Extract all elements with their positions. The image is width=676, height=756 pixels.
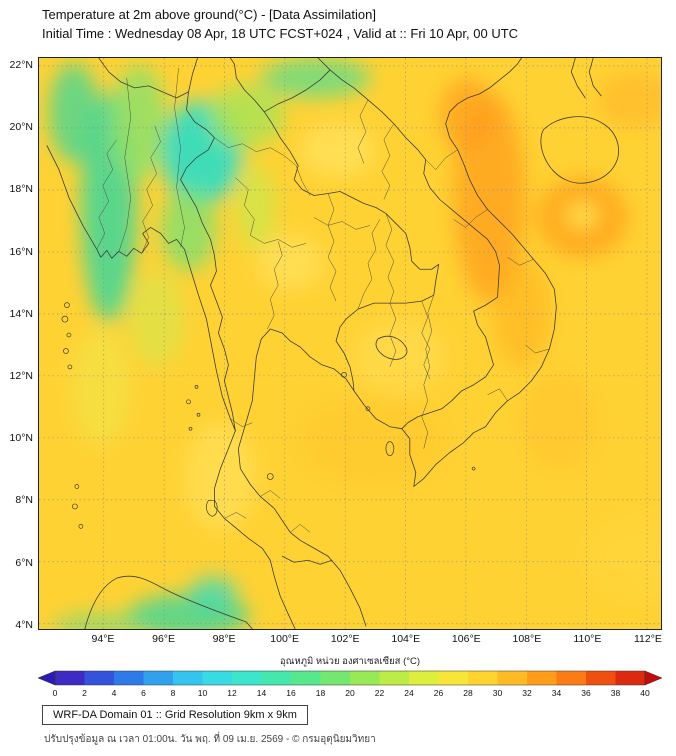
colorbar-tick-label: 10 bbox=[197, 688, 208, 698]
map-plot bbox=[38, 57, 662, 630]
province-borders bbox=[96, 67, 550, 533]
lon-tick-label: 100°E bbox=[270, 633, 300, 645]
country-borders bbox=[46, 58, 619, 629]
colorbar-tick-label: 14 bbox=[256, 688, 267, 698]
grid-lines bbox=[39, 58, 661, 629]
border-thailand-myanmar bbox=[180, 58, 236, 432]
temperature-field bbox=[48, 58, 661, 629]
colorbar-tick-label: 32 bbox=[522, 688, 532, 698]
colorbar-tick-label: 4 bbox=[111, 688, 117, 698]
lon-tick-label: 110°E bbox=[573, 633, 602, 645]
colorbar-tick-label: 0 bbox=[52, 688, 58, 698]
phuket-island bbox=[206, 500, 218, 517]
colorbar-tick-label: 24 bbox=[404, 688, 414, 698]
phu-quoc-island bbox=[385, 441, 395, 456]
lat-tick-label: 10°N bbox=[9, 432, 33, 445]
border-china-north bbox=[98, 58, 331, 113]
colorbar-tick-label: 26 bbox=[433, 688, 444, 698]
coastline-leizhou bbox=[570, 58, 602, 99]
lon-tick-label: 106°E bbox=[451, 633, 481, 645]
lat-tick-label: 8°N bbox=[15, 494, 33, 507]
colorbar-label: อุณหภูมิ หน่วย องศาเซลเซียส (°C) bbox=[279, 656, 421, 667]
lon-axis: 94°E 96°E 98°E 100°E 102°E 104°E 106°E 108°E 110… bbox=[38, 633, 662, 647]
lat-tick-label: 20°N bbox=[9, 121, 33, 134]
lat-tick-label: 4°N bbox=[15, 618, 33, 631]
colorbar-tick-label: 36 bbox=[581, 688, 591, 698]
lat-tick-label: 18°N bbox=[9, 183, 33, 196]
colorbar-tick-label: 16 bbox=[286, 688, 296, 698]
lon-tick-label: 108°E bbox=[512, 633, 542, 645]
colorbar-tick-label: 12 bbox=[227, 688, 237, 698]
update-info-text: ปรับปรุงข้อมูล ณ เวลา 01:00น. วัน พฤ. ที… bbox=[44, 734, 376, 745]
lat-tick-label: 16°N bbox=[9, 245, 33, 258]
colorbar-left-arrow bbox=[38, 670, 56, 686]
lon-tick-label: 112°E bbox=[633, 633, 662, 645]
coastline-gulf-vietnam bbox=[237, 58, 557, 627]
colorbar-right-arrow bbox=[644, 670, 662, 686]
domain-info-box: WRF-DA Domain 01 :: Grid Resolution 9km … bbox=[42, 705, 308, 725]
lon-tick-label: 94°E bbox=[91, 633, 115, 645]
colorbar-tick-label: 6 bbox=[141, 688, 146, 698]
lon-tick-label: 102°E bbox=[330, 633, 360, 645]
temperature-map bbox=[39, 58, 661, 629]
lat-axis: 22°N 20°N 18°N 16°N 14°N 12°N 10°N 8°N 6°N 4°N bbox=[0, 57, 36, 631]
colorbar-gradient-bar bbox=[54, 670, 646, 686]
lat-tick-label: 22°N bbox=[9, 59, 33, 71]
coastline-sumatra bbox=[84, 575, 253, 629]
coastline-hainan bbox=[540, 116, 619, 184]
colorbar-tick-label: 22 bbox=[374, 688, 385, 698]
colorbar-tick-label: 34 bbox=[551, 688, 562, 698]
lat-tick-label: 14°N bbox=[9, 307, 33, 320]
border-thailand-laos-cambodia bbox=[263, 111, 440, 392]
lon-tick-label: 96°E bbox=[152, 633, 175, 645]
lon-tick-label: 98°E bbox=[212, 633, 236, 645]
coastline-west bbox=[46, 145, 296, 629]
page-subtitle: Initial Time : Wednesday 08 Apr, 18 UTC … bbox=[42, 26, 519, 41]
colorbar bbox=[38, 670, 662, 686]
colorbar-tick-label: 40 bbox=[640, 688, 650, 698]
colorbar-tick-label: 20 bbox=[345, 688, 355, 698]
colorbar-tick-label: 30 bbox=[492, 688, 503, 698]
colorbar-tick-label: 18 bbox=[315, 688, 326, 698]
colorbar-tick-label: 38 bbox=[610, 688, 621, 698]
tonle-sap-lake bbox=[375, 335, 408, 360]
lon-tick-label: 104°E bbox=[391, 633, 421, 645]
islands bbox=[61, 302, 476, 529]
border-laos-vietnam bbox=[317, 58, 500, 430]
colorbar-tick-label: 28 bbox=[463, 688, 473, 698]
border-thailand-malaysia bbox=[281, 555, 333, 565]
colorbar-tick-label: 8 bbox=[170, 688, 176, 698]
page-title: Temperature at 2m above ground(°C) - [Da… bbox=[42, 7, 376, 22]
lat-tick-label: 12°N bbox=[9, 370, 33, 382]
colorbar-tick-label: 2 bbox=[82, 688, 87, 698]
lat-tick-label: 6°N bbox=[15, 556, 33, 569]
colorbar-ticks: 0 2 4 6 8 10 12 14 16 18 20 22 24 26 28 30 32 34 36 38 40 bbox=[38, 688, 662, 700]
